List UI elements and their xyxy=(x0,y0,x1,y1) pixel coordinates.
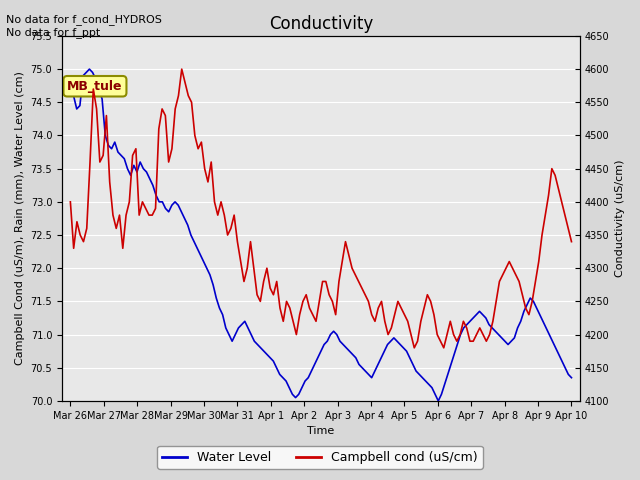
Text: No data for f_cond_HYDROS
No data for f_ppt: No data for f_cond_HYDROS No data for f_… xyxy=(6,14,163,38)
X-axis label: Time: Time xyxy=(307,426,335,436)
Text: MB_tule: MB_tule xyxy=(67,80,123,93)
Y-axis label: Conductivity (uS/cm): Conductivity (uS/cm) xyxy=(615,160,625,277)
Y-axis label: Campbell Cond (uS/m), Rain (mm), Water Level (cm): Campbell Cond (uS/m), Rain (mm), Water L… xyxy=(15,72,25,365)
Legend: Water Level, Campbell cond (uS/cm): Water Level, Campbell cond (uS/cm) xyxy=(157,446,483,469)
Title: Conductivity: Conductivity xyxy=(269,15,373,33)
